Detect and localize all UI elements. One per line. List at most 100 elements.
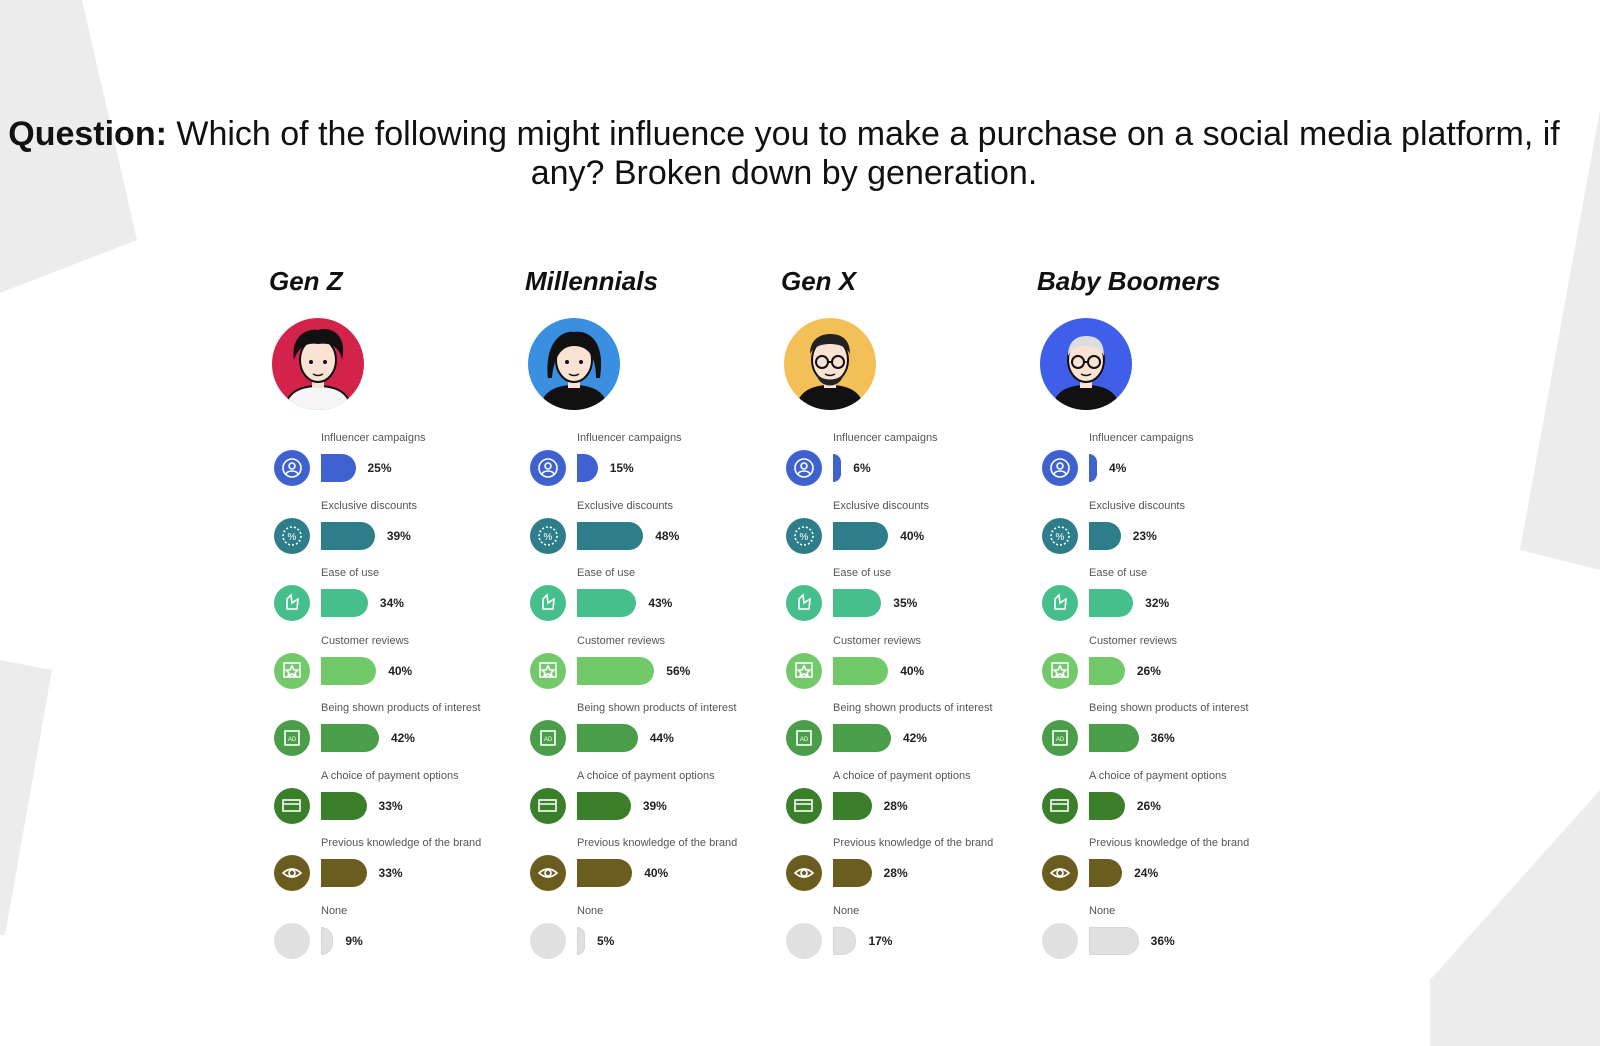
category-label: Exclusive discounts: [577, 499, 673, 512]
bar: [577, 521, 644, 550]
review-star-icon: [1042, 652, 1078, 689]
category-label: Customer reviews: [577, 634, 666, 647]
chart-row: None 17%: [784, 905, 1034, 965]
question-prefix: Question:: [8, 115, 167, 153]
chart-row: A choice of payment options 39%: [528, 770, 778, 830]
category-label: Exclusive discounts: [1089, 499, 1185, 512]
value-label: 56%: [666, 663, 691, 678]
ad-products-icon: AD: [530, 720, 566, 756]
svg-text:AD: AD: [1056, 737, 1065, 743]
chart-row: A choice of payment options 28%: [784, 770, 1034, 830]
bar: [321, 454, 356, 482]
bar: [1089, 724, 1139, 752]
bar: [1089, 791, 1125, 820]
none-icon: [274, 922, 310, 959]
category-label: Influencer campaigns: [833, 432, 938, 444]
value-label: 39%: [386, 528, 411, 543]
chart-row: A choice of payment options 33%: [272, 770, 522, 830]
value-label: 23%: [1132, 528, 1157, 543]
value-label: 33%: [378, 798, 403, 813]
ease-of-use-icon: [274, 585, 310, 621]
value-label: 32%: [1145, 596, 1170, 610]
chart-row: A choice of payment options 26%: [1040, 770, 1290, 830]
ad-products-icon: AD: [786, 720, 822, 756]
value-label: 33%: [378, 866, 403, 880]
value-label: 44%: [649, 731, 674, 745]
chart-row: Being shown products of interest AD 36%: [1040, 702, 1290, 762]
value-label: 6%: [853, 461, 871, 475]
generation-name: Gen Z: [269, 266, 343, 296]
category-label: Previous knowledge of the brand: [321, 837, 482, 849]
generation-name: Baby Boomers: [1037, 266, 1221, 296]
bar: [321, 791, 367, 820]
category-label: Previous knowledge of the brand: [833, 837, 994, 849]
brand-eye-icon: [786, 855, 822, 891]
category-label: Influencer campaigns: [321, 432, 426, 444]
chart-row: Exclusive discounts% 48%: [528, 500, 778, 560]
category-label: None: [1089, 904, 1116, 917]
bar: [833, 791, 872, 820]
value-label: 15%: [609, 461, 634, 475]
category-label: None: [577, 904, 604, 917]
category-label: A choice of payment options: [321, 769, 459, 782]
chart-row: None 5%: [528, 905, 778, 965]
svg-text:AD: AD: [544, 737, 553, 743]
bar: [321, 521, 375, 550]
category-label: Customer reviews: [833, 634, 922, 647]
bar: [321, 926, 334, 955]
question-title: Question: Which of the following might i…: [0, 115, 1568, 193]
value-label: 42%: [902, 731, 927, 745]
value-label: 40%: [900, 528, 925, 543]
value-label: 40%: [900, 663, 925, 678]
payment-card-icon: [1042, 787, 1078, 824]
ease-of-use-icon: [530, 585, 566, 621]
brand-eye-icon: [1042, 855, 1078, 891]
generation-name: Gen X: [781, 266, 857, 296]
category-label: A choice of payment options: [833, 769, 971, 782]
chart-row: Customer reviews 26%: [1040, 635, 1290, 695]
category-label: Exclusive discounts: [321, 499, 417, 512]
bar: [577, 656, 655, 685]
bar: [321, 724, 379, 752]
chart-row: Ease of use 43%: [528, 567, 778, 627]
category-label: Ease of use: [321, 567, 380, 579]
influencer-icon: [274, 450, 310, 486]
ad-products-icon: AD: [1042, 720, 1078, 756]
svg-text:%: %: [288, 532, 297, 543]
chart-row: Previous knowledge of the brand 24%: [1040, 837, 1290, 897]
value-label: 24%: [1134, 866, 1159, 880]
category-label: Exclusive discounts: [833, 499, 929, 512]
category-label: None: [321, 904, 348, 917]
category-label: Being shown products of interest: [1089, 702, 1249, 714]
chart-row: Customer reviews 40%: [272, 635, 522, 695]
category-label: Customer reviews: [321, 634, 410, 647]
value-label: 26%: [1136, 798, 1161, 813]
svg-text:AD: AD: [800, 737, 809, 743]
ease-of-use-icon: [786, 585, 822, 621]
svg-text:%: %: [1056, 532, 1065, 543]
influencer-icon: [786, 450, 822, 486]
discount-icon: %: [786, 517, 822, 554]
value-label: 35%: [893, 596, 918, 610]
bar: [577, 724, 638, 752]
review-star-icon: [274, 652, 310, 689]
chart-row: Exclusive discounts% 39%: [272, 500, 522, 560]
value-label: 42%: [390, 731, 415, 745]
chart-row: Ease of use 32%: [1040, 567, 1290, 627]
chart-row: Influencer campaigns 15%: [528, 432, 778, 492]
generation-column: Gen X Influencer campaigns 6% Exclusive dis…: [781, 266, 1024, 959]
value-label: 4%: [1109, 461, 1127, 475]
payment-card-icon: [530, 787, 566, 824]
bar: [321, 656, 377, 685]
bar: [577, 791, 631, 820]
bar: [833, 589, 882, 617]
value-label: 40%: [644, 866, 669, 880]
review-star-icon: [786, 652, 822, 689]
category-label: Influencer campaigns: [577, 432, 682, 444]
value-label: 48%: [655, 528, 680, 543]
bar: [833, 521, 889, 550]
chart-row: Being shown products of interest AD 42%: [784, 702, 1034, 762]
value-label: 34%: [379, 596, 404, 610]
value-label: 28%: [883, 798, 908, 813]
